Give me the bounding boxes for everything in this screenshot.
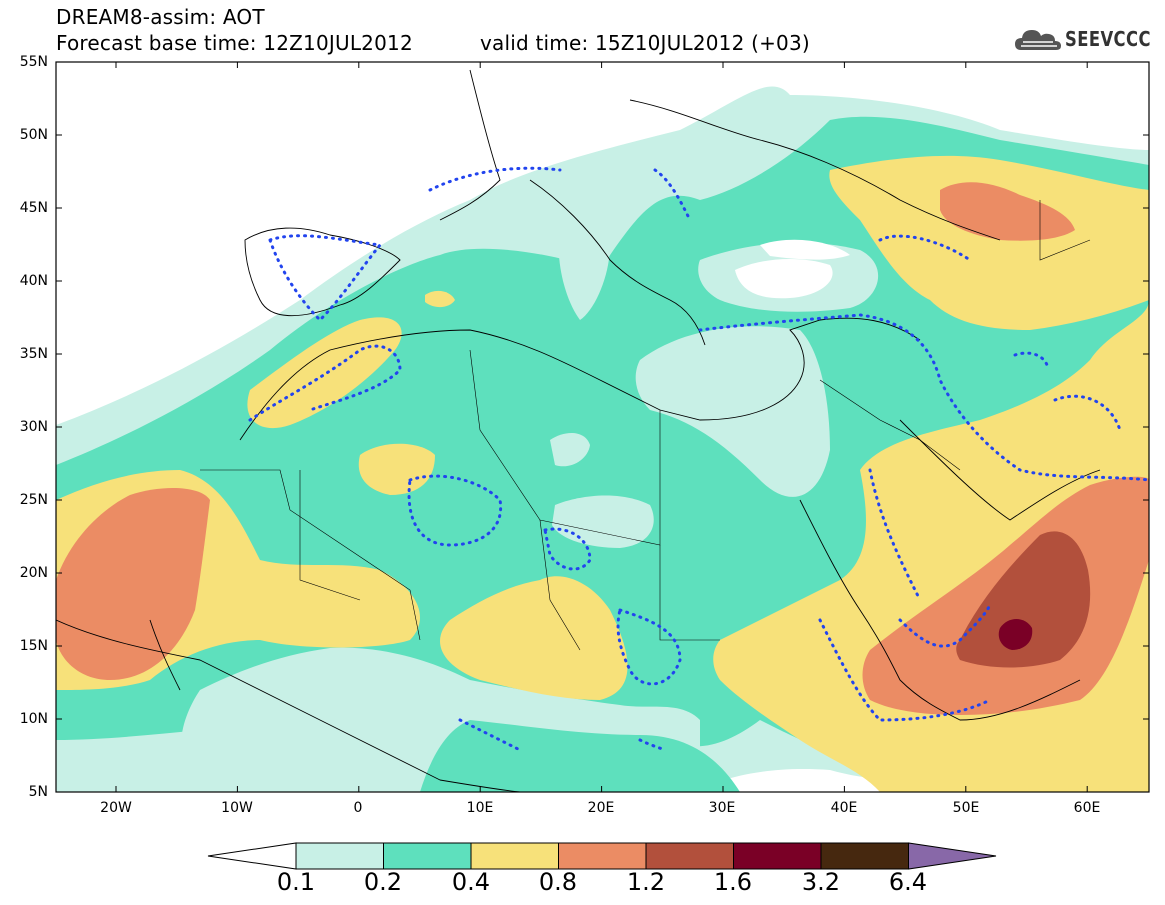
aot-band-0.8-1.2 xyxy=(56,182,1149,715)
colorbar-label: 1.2 xyxy=(626,868,666,896)
lon-label: 10W xyxy=(221,800,253,816)
lat-label: 55N xyxy=(19,54,48,70)
aot-mid-patches xyxy=(420,720,740,792)
aot-band-1.2-1.6 xyxy=(956,531,1091,668)
lat-label: 50N xyxy=(19,127,48,143)
axis-ticks xyxy=(56,61,1149,793)
lon-label: 0 xyxy=(353,800,363,816)
colorbar-box xyxy=(645,842,734,870)
lon-label: 20E xyxy=(587,800,615,816)
colorbar-box xyxy=(558,842,647,870)
lon-label: 60E xyxy=(1073,800,1101,816)
colorbar-label: 0.8 xyxy=(538,868,578,896)
logo-text: SEEVCCC xyxy=(1065,27,1151,51)
aot-clean-patches xyxy=(735,239,850,299)
colorbar-box xyxy=(470,842,559,870)
colorbar-label: 1.6 xyxy=(713,868,753,896)
coastlines xyxy=(56,69,1101,792)
lat-label: 5N xyxy=(28,784,48,800)
lon-label: 30E xyxy=(708,800,736,816)
colorbar-label: 3.2 xyxy=(801,868,841,896)
colorbar-box xyxy=(733,842,822,870)
lat-label: 35N xyxy=(19,346,48,362)
lon-label: 50E xyxy=(952,800,980,816)
seevccc-logo: SEEVCCC xyxy=(1013,24,1153,56)
dotted-contours xyxy=(248,166,1149,752)
borders xyxy=(200,200,1091,651)
lat-label: 10N xyxy=(19,711,48,727)
lon-label: 40E xyxy=(830,800,858,816)
colorbar-box xyxy=(383,842,472,870)
forecast-base-time: Forecast base time: 12Z10JUL2012 xyxy=(56,31,413,55)
colorbar-label: 0.2 xyxy=(363,868,403,896)
colorbar-min-arrow xyxy=(207,842,297,870)
colorbar-label: 0.4 xyxy=(451,868,491,896)
colorbar-label: 6.4 xyxy=(888,868,928,896)
colorbar-box xyxy=(295,842,384,870)
lat-label: 40N xyxy=(19,273,48,289)
valid-time: valid time: 15Z10JUL2012 (+03) xyxy=(480,31,810,55)
lat-label: 45N xyxy=(19,200,48,216)
map-title: DREAM8-assim: AOT xyxy=(56,5,265,29)
lat-label: 30N xyxy=(19,419,48,435)
lon-label: 20W xyxy=(100,800,132,816)
lat-label: 15N xyxy=(19,638,48,654)
lat-label: 20N xyxy=(19,565,48,581)
colorbar-label: 0.1 xyxy=(276,868,316,896)
cloud-icon xyxy=(1015,30,1061,50)
aot-band-1.6-3.2 xyxy=(998,619,1033,650)
lat-label: 25N xyxy=(19,492,48,508)
colorbar-box xyxy=(820,842,909,870)
lon-label: 10E xyxy=(466,800,494,816)
colorbar-max-arrow xyxy=(908,842,997,870)
